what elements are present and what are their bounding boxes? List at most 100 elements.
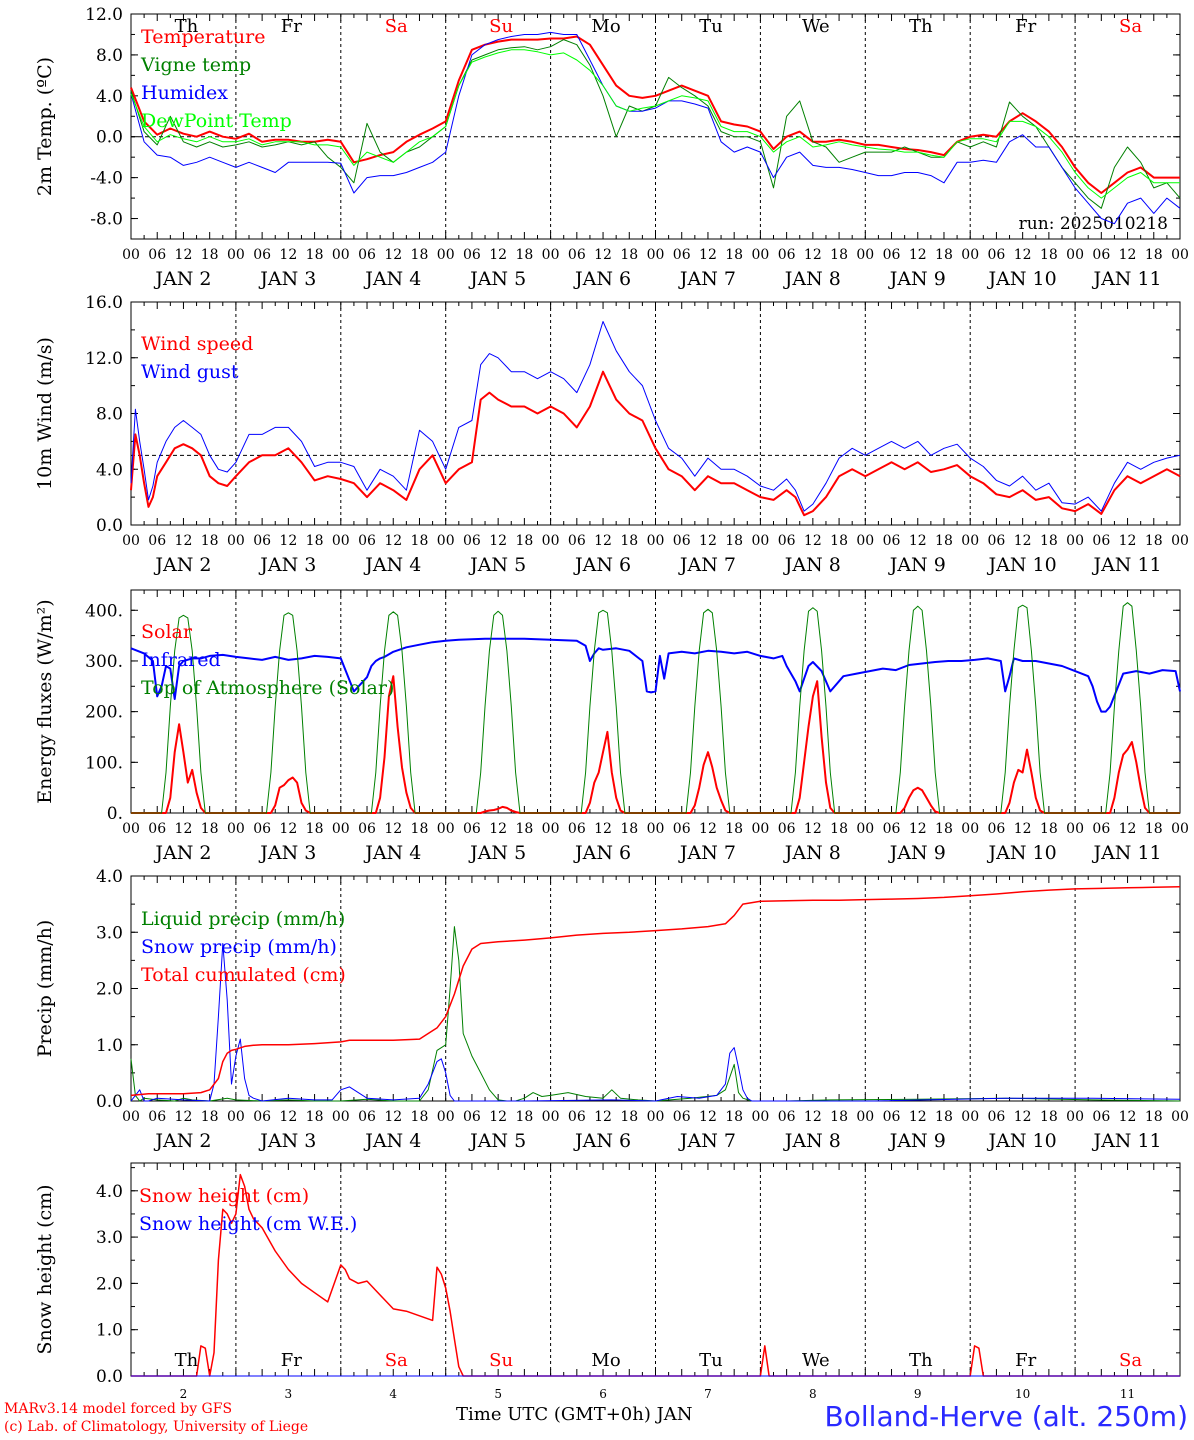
precip-hour-label: 12 — [279, 1109, 297, 1125]
day-number-label: 11 — [1120, 1387, 1135, 1401]
precip-hour-label: 00 — [961, 1109, 979, 1125]
wind-hour-label: 00 — [332, 533, 350, 549]
energy-hour-label: 06 — [778, 821, 796, 837]
wind-hour-label: 00 — [1066, 533, 1084, 549]
temp-legend-entry: Humidex — [141, 82, 228, 104]
wind-plot-frame — [130, 301, 1181, 526]
temp-hour-label: 00 — [1171, 247, 1189, 263]
day-number-label: 9 — [914, 1387, 922, 1401]
precip-hour-label: 00 — [122, 1109, 140, 1125]
energy-legend-entry: Solar — [141, 621, 193, 643]
energy-hour-label: 18 — [620, 821, 638, 837]
energy-series-line — [130, 637, 1181, 713]
energy-hour-label: 12 — [1119, 821, 1137, 837]
precip-hour-label: 18 — [201, 1109, 219, 1125]
temp-hour-label: 06 — [673, 247, 691, 263]
precip-legend-entry: Snow precip (mm/h) — [141, 936, 337, 958]
temp-date-label: JAN 2 — [153, 268, 211, 290]
precip-hour-label: 12 — [1119, 1109, 1137, 1125]
temp-legend-entry: Vigne temp — [140, 54, 251, 76]
weekday-label: Su — [489, 16, 513, 37]
precip-hour-label: 00 — [437, 1109, 455, 1125]
wind-hour-label: 00 — [122, 533, 140, 549]
energy-hour-label: 12 — [804, 821, 822, 837]
precip-hour-label: 18 — [306, 1109, 324, 1125]
precip-hour-label: 12 — [384, 1109, 402, 1125]
wind-hour-label: 00 — [227, 533, 245, 549]
temp-legend-entry: Temperature — [141, 26, 265, 48]
wind-hour-label: 06 — [358, 533, 376, 549]
precip-ytick-label: 3.0 — [96, 923, 123, 943]
precip-date-label: JAN 11 — [1091, 1130, 1161, 1152]
energy-date-label: JAN 11 — [1091, 842, 1161, 864]
energy-hour-label: 18 — [306, 821, 324, 837]
energy-hour-label: 06 — [568, 821, 586, 837]
precip-date-label: JAN 3 — [258, 1130, 316, 1152]
snow-ylabel: Snow height (cm) — [34, 1184, 56, 1354]
precip-legend-entry: Liquid precip (mm/h) — [141, 908, 345, 930]
snow-ytick-label: 2.0 — [96, 1274, 123, 1294]
energy-hour-label: 18 — [201, 821, 219, 837]
temp-hour-label: 12 — [699, 247, 717, 263]
day-number-label: 3 — [285, 1387, 293, 1401]
precip-ylabel: Precip (mm/h) — [34, 920, 56, 1058]
precip-hour-label: 00 — [856, 1109, 874, 1125]
wind-ylabel: 10m Wind (m/s) — [34, 337, 56, 490]
precip-hour-label: 06 — [778, 1109, 796, 1125]
wind-date-label: JAN 5 — [468, 554, 526, 576]
energy-date-label: JAN 7 — [678, 842, 736, 864]
temp-hour-label: 18 — [306, 247, 324, 263]
energy-ytick-label: 100. — [85, 753, 123, 773]
wind-hour-label: 18 — [620, 533, 638, 549]
day-number-label: 8 — [809, 1387, 817, 1401]
weekday-label: Sa — [385, 16, 408, 37]
temp-hour-label: 18 — [620, 247, 638, 263]
wind-legend-entry: Wind gust — [141, 361, 239, 383]
precip-hour-label: 00 — [751, 1109, 769, 1125]
temp-hour-label: 00 — [647, 247, 665, 263]
wind-hour-label: 18 — [201, 533, 219, 549]
temp-hour-label: 12 — [279, 247, 297, 263]
temp-hour-label: 18 — [515, 247, 533, 263]
energy-date-label: JAN 9 — [888, 842, 946, 864]
precip-ytick-label: 4.0 — [96, 867, 123, 887]
temp-ytick-label: -4.0 — [90, 169, 123, 189]
precip-hour-label: 18 — [411, 1109, 429, 1125]
precip-series-line — [130, 885, 1181, 1097]
precip-hour-label: 18 — [830, 1109, 848, 1125]
day-number-label: 6 — [599, 1387, 607, 1401]
precip-date-label: JAN 2 — [153, 1130, 211, 1152]
temp-hour-label: 12 — [384, 247, 402, 263]
model-credit: MARv3.14 model forced by GFS — [4, 1401, 233, 1417]
precip-date-label: JAN 4 — [363, 1130, 421, 1152]
precip-hour-label: 00 — [332, 1109, 350, 1125]
wind-hour-label: 18 — [306, 533, 324, 549]
energy-date-label: JAN 10 — [987, 842, 1057, 864]
precip-hour-label: 12 — [175, 1109, 193, 1125]
energy-legend-entry: Infrared — [141, 649, 221, 671]
energy-hour-label: 12 — [175, 821, 193, 837]
temp-hour-label: 00 — [542, 247, 560, 263]
precip-hour-label: 06 — [568, 1109, 586, 1125]
precip-hour-label: 12 — [1014, 1109, 1032, 1125]
temp-date-label: JAN 3 — [258, 268, 316, 290]
temp-ytick-label: -8.0 — [90, 210, 123, 230]
temp-hour-label: 18 — [1040, 247, 1058, 263]
weekday-label: Fr — [1015, 1350, 1036, 1371]
precip-hour-label: 06 — [988, 1109, 1006, 1125]
energy-hour-label: 00 — [122, 821, 140, 837]
precip-date-label: JAN 10 — [987, 1130, 1057, 1152]
energy-hour-label: 06 — [673, 821, 691, 837]
wind-date-label: JAN 10 — [987, 554, 1057, 576]
precip-hour-label: 00 — [647, 1109, 665, 1125]
wind-date-label: JAN 2 — [153, 554, 211, 576]
wind-hour-label: 18 — [830, 533, 848, 549]
precip-hour-label: 12 — [489, 1109, 507, 1125]
temp-hour-label: 06 — [358, 247, 376, 263]
precip-date-label: JAN 8 — [783, 1130, 841, 1152]
temp-hour-label: 06 — [253, 247, 271, 263]
temp-hour-label: 12 — [1119, 247, 1137, 263]
time-axis-label: Time UTC (GMT+0h) JAN — [456, 1404, 693, 1425]
precip-hour-label: 18 — [725, 1109, 743, 1125]
energy-hour-label: 00 — [1066, 821, 1084, 837]
